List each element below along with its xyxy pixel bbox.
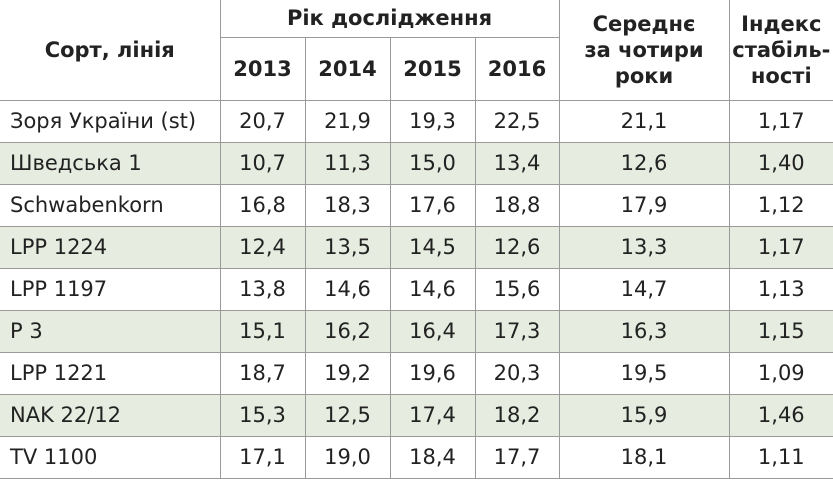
table-cell: 16,2 <box>304 309 391 353</box>
table-cell: 13,3 <box>558 225 730 269</box>
table-cell: 14,5 <box>389 225 476 269</box>
table-cell: 14,7 <box>558 267 730 311</box>
header-cell: Середнє за чотири роки <box>558 0 730 101</box>
header-line: за чотири <box>584 37 704 62</box>
header-cell: Рік дослідження <box>219 0 560 38</box>
header-line: стабіль- <box>732 37 831 62</box>
table-cell: 19,2 <box>304 351 391 395</box>
table-cell: 1,46 <box>728 393 833 437</box>
table-cell: 20,7 <box>219 99 306 143</box>
table-cell: LPP 1221 <box>0 351 221 395</box>
table-cell: 18,7 <box>219 351 306 395</box>
table-row: Шведська 1 10,7 11,3 15,0 13,4 12,6 1,40 <box>0 141 833 185</box>
header-line: Середнє <box>592 11 696 36</box>
table-row: LPP 1224 12,4 13,5 14,5 12,6 13,3 1,17 <box>0 225 833 269</box>
table-cell: 15,3 <box>219 393 306 437</box>
table-cell: 13,4 <box>474 141 560 185</box>
header-cell: 2013 <box>220 36 306 101</box>
table-cell: 15,6 <box>474 267 560 311</box>
table-cell: 18,2 <box>474 393 560 437</box>
table-cell: 17,4 <box>389 393 476 437</box>
table-row: LPP 1197 13,8 14,6 14,6 15,6 14,7 1,13 <box>0 267 833 311</box>
header-cell: 2015 <box>389 36 476 101</box>
table-cell: 17,3 <box>474 309 560 353</box>
table-cell: 17,9 <box>558 183 730 227</box>
table-cell: Schwabenkorn <box>0 183 221 227</box>
table-header: Сорт, лінія Рік дослідження Середнє за чо… <box>0 0 833 101</box>
table-cell: 16,3 <box>558 309 730 353</box>
table-cell: 10,7 <box>219 141 306 185</box>
table-row: Schwabenkorn 16,8 18,3 17,6 18,8 17,9 1,12 <box>0 183 833 227</box>
table-cell: 19,0 <box>304 435 391 479</box>
table-cell: 1,40 <box>728 141 833 185</box>
header-cell: 2014 <box>304 36 391 101</box>
table-cell: 15,0 <box>389 141 476 185</box>
table-cell: 1,13 <box>728 267 833 311</box>
header-row: 2013 2014 2015 2016 <box>0 36 833 101</box>
table-row: NAK 22/12 15,3 12,5 17,4 18,2 15,9 1,46 <box>0 393 833 437</box>
table-cell: 1,12 <box>728 183 833 227</box>
table-cell: 11,3 <box>304 141 391 185</box>
table-cell: Шведська 1 <box>0 141 221 185</box>
header-cell: Сорт, лінія <box>0 0 221 101</box>
table-cell: 22,5 <box>474 99 560 143</box>
table-cell: 1,17 <box>728 99 833 143</box>
table-cell: 12,5 <box>304 393 391 437</box>
table-cell: 19,3 <box>389 99 476 143</box>
header-cell: Індекс стабіль-ності <box>728 0 833 101</box>
table-cell: Зоря України (st) <box>0 99 221 143</box>
table-cell: 14,6 <box>304 267 391 311</box>
table-cell: 15,1 <box>219 309 306 353</box>
table-cell: 16,8 <box>219 183 306 227</box>
table-cell: 1,17 <box>728 225 833 269</box>
table-cell: 12,6 <box>558 141 730 185</box>
table-cell: 18,8 <box>474 183 560 227</box>
table-cell: 12,6 <box>474 225 560 269</box>
table-cell: 14,6 <box>389 267 476 311</box>
table-body: Зоря України (st) 20,7 21,9 19,3 22,5 21,1 1,1… <box>0 99 833 479</box>
header-row: Сорт, лінія Рік дослідження Середнє за чо… <box>0 0 833 101</box>
table-cell: 1,15 <box>728 309 833 353</box>
table-row: Зоря України (st) 20,7 21,9 19,3 22,5 21,1 1,1… <box>0 99 833 143</box>
table-cell: 1,09 <box>728 351 833 395</box>
table-cell: 1,11 <box>728 435 833 479</box>
table-cell: 19,6 <box>389 351 476 395</box>
header-line: ності <box>750 63 812 88</box>
table-cell: LPP 1224 <box>0 225 221 269</box>
table-row: Р 3 15,1 16,2 16,4 17,3 16,3 1,15 <box>0 309 833 353</box>
table-cell: 12,4 <box>219 225 306 269</box>
table-cell: 17,6 <box>389 183 476 227</box>
table-row: LPP 1221 18,7 19,2 19,6 20,3 19,5 1,09 <box>0 351 833 395</box>
table-cell: 19,5 <box>558 351 730 395</box>
table-cell: 13,5 <box>304 225 391 269</box>
table-cell: 18,1 <box>558 435 730 479</box>
header-line: Індекс <box>741 11 822 36</box>
table-cell: LPP 1197 <box>0 267 221 311</box>
table-cell: 21,1 <box>558 99 730 143</box>
table-cell: 17,1 <box>219 435 306 479</box>
header-cell: 2016 <box>474 36 560 101</box>
table-cell: 16,4 <box>389 309 476 353</box>
table-cell: 17,7 <box>474 435 560 479</box>
table-cell: TV 1100 <box>0 435 221 479</box>
table-cell: 21,9 <box>304 99 391 143</box>
table-cell: 13,8 <box>219 267 306 311</box>
table-cell: 18,4 <box>389 435 476 479</box>
table-cell: NAK 22/12 <box>0 393 221 437</box>
table-cell: 15,9 <box>558 393 730 437</box>
table-cell: Р 3 <box>0 309 221 353</box>
table-cell: 18,3 <box>304 183 391 227</box>
table-cell: 20,3 <box>474 351 560 395</box>
header-line: роки <box>614 63 674 88</box>
table-row: TV 1100 17,1 19,0 18,4 17,7 18,1 1,11 <box>0 435 833 479</box>
